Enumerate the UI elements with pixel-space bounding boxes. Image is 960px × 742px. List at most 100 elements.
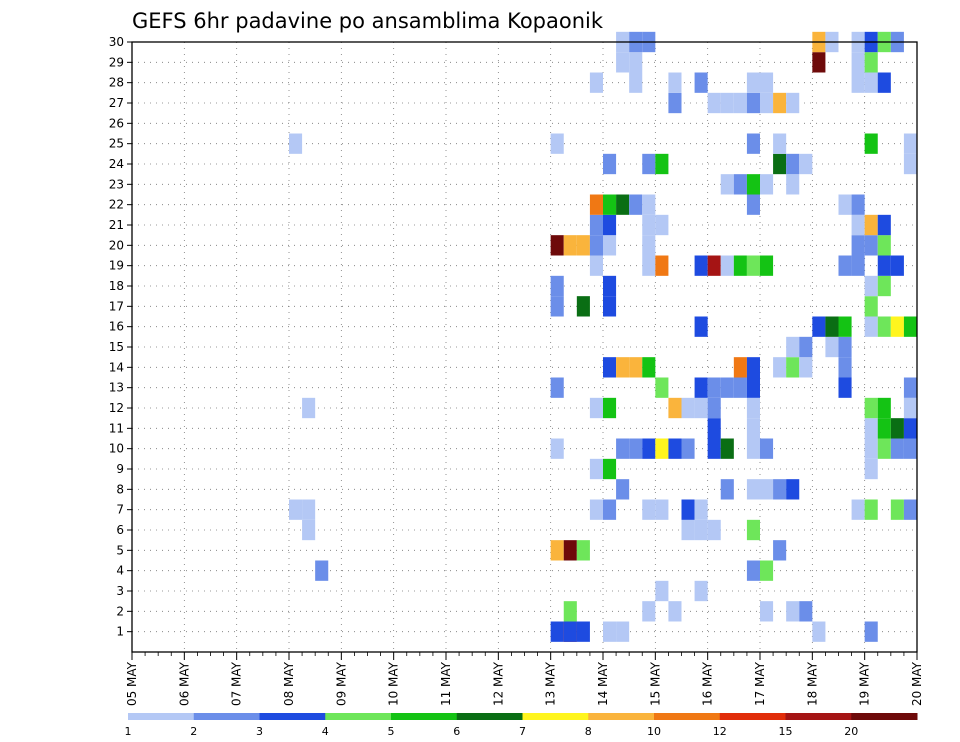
precip-cell — [720, 255, 734, 276]
precip-cell — [720, 479, 734, 500]
precip-cell — [589, 458, 603, 480]
colorbar-segment — [719, 713, 786, 720]
precip-cell — [890, 316, 904, 337]
chart-title: GEFS 6hr padavine po ansamblima Kopaonik — [132, 9, 604, 33]
precip-cell — [890, 255, 904, 276]
precip-cell — [877, 438, 891, 459]
y-tick-label: 8 — [116, 482, 124, 496]
colorbar-label: 1 — [125, 725, 132, 738]
precip-cell — [616, 621, 630, 642]
precip-cell — [890, 418, 904, 439]
precip-cell — [563, 621, 577, 642]
precip-cell — [877, 255, 891, 276]
precip-cell — [877, 214, 891, 236]
precip-cell — [603, 397, 617, 419]
precip-cell — [877, 275, 891, 297]
colorbar-segment — [522, 713, 589, 720]
precip-cell — [733, 174, 747, 195]
precip-cell — [642, 438, 656, 459]
precip-cell — [694, 377, 708, 398]
precip-cell — [760, 174, 774, 195]
precip-cell — [746, 377, 760, 398]
precip-cell — [864, 438, 878, 459]
x-tick-label: 19 MAY — [858, 661, 872, 706]
precip-cell — [589, 72, 603, 93]
precip-cell — [720, 438, 734, 459]
precip-cell — [877, 316, 891, 337]
precip-cell — [903, 438, 917, 459]
y-tick-label: 23 — [109, 177, 124, 191]
precip-cell — [655, 153, 669, 175]
precip-cell — [563, 235, 577, 256]
colorbar-segment — [259, 713, 326, 720]
precip-cell — [760, 479, 774, 500]
precip-cell — [733, 255, 747, 276]
precip-cell — [864, 499, 878, 520]
precip-cell — [720, 92, 734, 114]
colorbar-label: 7 — [519, 725, 526, 738]
precip-cell — [773, 133, 787, 154]
precip-cell — [642, 214, 656, 236]
x-tick-label: 20 MAY — [910, 661, 924, 706]
colorbar-label: 10 — [647, 725, 661, 738]
precip-cell — [603, 153, 617, 175]
precip-cell — [773, 92, 787, 114]
y-tick-label: 12 — [109, 401, 124, 415]
precip-cell — [642, 255, 656, 276]
precip-cell — [563, 601, 577, 622]
precip-cell — [812, 52, 826, 73]
precip-cell — [851, 52, 865, 73]
y-tick-label: 24 — [109, 157, 124, 171]
precip-cell — [773, 540, 787, 561]
precip-cell — [707, 377, 721, 398]
precip-cell — [877, 418, 891, 439]
precip-cell — [694, 519, 708, 541]
x-tick-label: 10 MAY — [387, 661, 401, 706]
precip-cell — [550, 133, 564, 154]
precip-cell — [799, 336, 813, 358]
precip-cell — [603, 275, 617, 297]
precip-cell — [773, 479, 787, 500]
precip-cell — [629, 52, 643, 73]
precip-cell — [616, 194, 630, 215]
precip-cell — [616, 479, 630, 500]
precip-cell — [903, 397, 917, 419]
precip-cell — [746, 519, 760, 541]
y-tick-label: 25 — [109, 137, 124, 151]
precip-cell — [603, 296, 617, 317]
y-tick-label: 17 — [109, 299, 124, 313]
colorbar-label: 20 — [844, 725, 858, 738]
precip-cell — [589, 214, 603, 236]
precip-cell — [616, 438, 630, 459]
precip-cell — [799, 153, 813, 175]
y-tick-label: 9 — [116, 462, 124, 476]
precip-cell — [576, 235, 590, 256]
precip-cell — [302, 519, 316, 541]
y-tick-label: 13 — [109, 381, 124, 395]
x-tick-label: 12 MAY — [491, 661, 505, 706]
precip-cell — [707, 519, 721, 541]
precip-cell — [864, 418, 878, 439]
colorbar-segment — [654, 713, 721, 720]
y-tick-label: 5 — [116, 543, 124, 557]
y-tick-label: 1 — [116, 625, 124, 639]
y-tick-label: 28 — [109, 76, 124, 90]
precip-cell — [681, 438, 695, 459]
precip-cell — [302, 499, 316, 520]
precip-cell — [746, 418, 760, 439]
precip-cell — [773, 153, 787, 175]
precip-cell — [851, 235, 865, 256]
y-tick-label: 10 — [109, 442, 124, 456]
precip-cell — [760, 438, 774, 459]
precip-cell — [616, 357, 630, 378]
precipitation-cells — [289, 31, 917, 642]
colorbar-label: 3 — [256, 725, 263, 738]
precip-cell — [786, 479, 800, 500]
y-tick-label: 11 — [109, 421, 124, 435]
precip-cell — [655, 377, 669, 398]
precip-cell — [864, 52, 878, 73]
precip-cell — [707, 397, 721, 419]
precip-cell — [851, 214, 865, 236]
precip-cell — [642, 601, 656, 622]
precip-cell — [655, 499, 669, 520]
